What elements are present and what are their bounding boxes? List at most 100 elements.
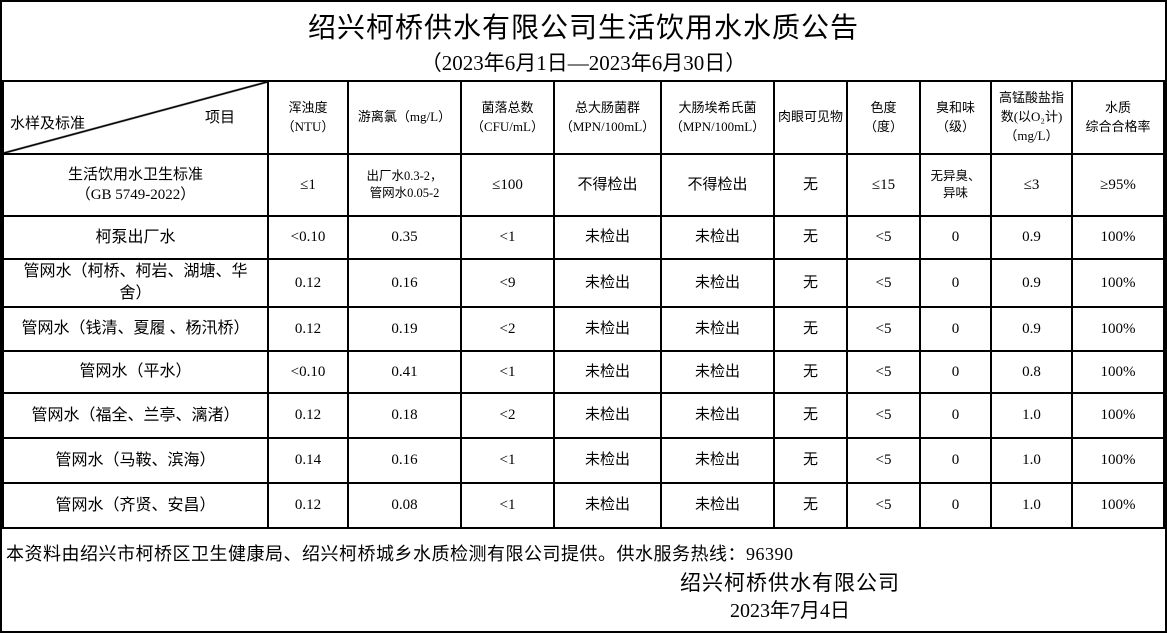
table-cell: 0.16: [347, 437, 462, 484]
table-cell: 未检出: [553, 437, 662, 484]
table-cell: 0.8: [990, 350, 1073, 394]
table-cell: <5: [846, 482, 921, 529]
table-cell: <5: [846, 215, 921, 260]
table-cell: 0.9: [990, 215, 1073, 260]
table-cell: 未检出: [553, 306, 662, 352]
table-cell: 100%: [1071, 482, 1165, 529]
table-row: 柯泵出厂水 <0.10 0.35 <1 未检出 未检出无 <5 0 0.9 100%: [2, 215, 1165, 260]
table-cell: 0.35: [347, 215, 462, 260]
table-cell: 未检出: [553, 258, 662, 308]
table-cell: 0: [919, 350, 992, 394]
table-cell: 1.0: [990, 482, 1073, 529]
table-cell: 100%: [1071, 350, 1165, 394]
table-cell: 0.12: [267, 392, 349, 439]
footer-note: 本资料由绍兴市柯桥区卫生健康局、绍兴柯桥城乡水质检测有限公司提供。供水服务热线：…: [6, 544, 794, 564]
table-cell: ≤100: [460, 153, 555, 217]
corner-cell: 项目 水样及标准: [2, 80, 269, 155]
table-cell: <5: [846, 437, 921, 484]
corner-sample-axis-label: 水样及标准: [10, 116, 86, 132]
table-cell: 无: [773, 215, 848, 260]
table-cell: ≤1: [267, 153, 349, 217]
column-header-visible-matter: 肉眼可见物: [773, 80, 848, 155]
table-cell: 100%: [1071, 258, 1165, 308]
table-cell: 无: [773, 482, 848, 529]
table-cell: 100%: [1071, 437, 1165, 484]
column-header-permanganate-index: 高锰酸盐指 数(以O₂计) （mg/L）: [990, 80, 1073, 155]
column-header-ecoli: 大肠埃希氏菌 （MPN/100mL）: [660, 80, 775, 155]
row-label: 管网水（平水）: [2, 350, 269, 394]
table-cell: <9: [460, 258, 555, 308]
signature-block: 绍兴柯桥供水有限公司 2023年7月4日: [490, 569, 1090, 625]
table-cell: 0.16: [347, 258, 462, 308]
table-cell: 出厂水0.3-2， 管网水0.05-2: [347, 153, 462, 217]
row-label: 管网水（齐贤、安昌）: [2, 482, 269, 529]
column-header-pass-rate: 水质 综合合格率: [1071, 80, 1165, 155]
column-header-chroma: 色度 （度）: [846, 80, 921, 155]
table-cell: 0.9: [990, 258, 1073, 308]
row-label: 生活饮用水卫生标准 （GB 5749-2022）: [2, 153, 269, 217]
column-header-odor: 臭和味 （级）: [919, 80, 992, 155]
table-cell: 未检出: [660, 215, 775, 260]
table-cell: 无: [773, 437, 848, 484]
water-quality-table: 项目 水样及标准 浑浊度 （NTU） 游离氯（mg/L） 菌落总数 （CFU/m…: [2, 80, 1165, 529]
header-row: 项目 水样及标准 浑浊度 （NTU） 游离氯（mg/L） 菌落总数 （CFU/m…: [2, 80, 1165, 155]
table-cell: 未检出: [553, 392, 662, 439]
table-cell: <1: [460, 482, 555, 529]
table-cell: 未检出: [553, 350, 662, 394]
table-row: 管网水（齐贤、安昌） 0.12 0.08 <1 未检出 未检出无 <5 0 1.0 100%: [2, 482, 1165, 529]
corner-item-axis-label: 项目: [204, 110, 235, 126]
column-header-colony-count: 菌落总数 （CFU/mL）: [460, 80, 555, 155]
table-cell: 0: [919, 215, 992, 260]
table-cell: 未检出: [553, 482, 662, 529]
table-cell: <5: [846, 350, 921, 394]
table-cell: 1.0: [990, 392, 1073, 439]
table-cell: 0.14: [267, 437, 349, 484]
column-header-total-coliform: 总大肠菌群 （MPN/100mL）: [553, 80, 662, 155]
table-cell: 无: [773, 306, 848, 352]
row-label: 管网水（福全、兰亭、漓渚）: [2, 392, 269, 439]
table-cell: 0: [919, 392, 992, 439]
table-cell: <2: [460, 306, 555, 352]
signature-company: 绍兴柯桥供水有限公司: [680, 571, 900, 595]
table-body: 生活饮用水卫生标准 （GB 5749-2022） ≤1 出厂水0.3-2， 管网水0…: [2, 153, 1165, 529]
table-cell: 无异臭、 异味: [919, 153, 992, 217]
table-cell: 0.18: [347, 392, 462, 439]
table-row: 管网水（柯桥、柯岩、湖塘、华 舍） 0.12 0.16 <9 未检出 未检出无 <5 0 0.9…: [2, 258, 1165, 308]
table-cell: 未检出: [660, 437, 775, 484]
table-cell: 0.12: [267, 482, 349, 529]
table-cell: 0.19: [347, 306, 462, 352]
table-cell: 1.0: [990, 437, 1073, 484]
row-label: 管网水（钱清、夏履 、杨汛桥）: [2, 306, 269, 352]
table-cell: 0: [919, 437, 992, 484]
table-cell: <2: [460, 392, 555, 439]
table-cell: 0: [919, 306, 992, 352]
table-row: 管网水（钱清、夏履 、杨汛桥） 0.12 0.19 <2 未检出 未检出无 <5 0 0.9 10…: [2, 306, 1165, 352]
row-label: 管网水（柯桥、柯岩、湖塘、华 舍）: [2, 258, 269, 308]
table-cell: 0.12: [267, 258, 349, 308]
table-cell: <0.10: [267, 215, 349, 260]
table-cell: 无: [773, 153, 848, 217]
table-cell: ≥95%: [1071, 153, 1165, 217]
page-title: 绍兴柯桥供水有限公司生活饮用水水质公告: [307, 13, 859, 44]
table-cell: 不得检出: [553, 153, 662, 217]
column-header-turbidity: 浑浊度 （NTU）: [267, 80, 349, 155]
row-label: 管网水（马鞍、滨海）: [2, 437, 269, 484]
table-cell: <1: [460, 437, 555, 484]
table-cell: 未检出: [660, 350, 775, 394]
table-cell: 100%: [1071, 392, 1165, 439]
table-cell: 未检出: [660, 482, 775, 529]
table-cell: 无: [773, 258, 848, 308]
table-row: 管网水（平水） <0.10 0.41 <1 未检出 未检出无 <5 0 0.8 100%: [2, 350, 1165, 394]
table-cell: 无: [773, 350, 848, 394]
table-cell: <1: [460, 215, 555, 260]
table-cell: 0.08: [347, 482, 462, 529]
footer: 本资料由绍兴市柯桥区卫生健康局、绍兴柯桥城乡水质检测有限公司提供。供水服务热线：…: [2, 529, 1165, 631]
column-header-free-chlorine: 游离氯（mg/L）: [347, 80, 462, 155]
table-cell: 100%: [1071, 215, 1165, 260]
table-cell: 100%: [1071, 306, 1165, 352]
table-cell: 无: [773, 392, 848, 439]
table-cell: <5: [846, 392, 921, 439]
signature-date: 2023年7月4日: [730, 600, 850, 622]
table-cell: 0.41: [347, 350, 462, 394]
